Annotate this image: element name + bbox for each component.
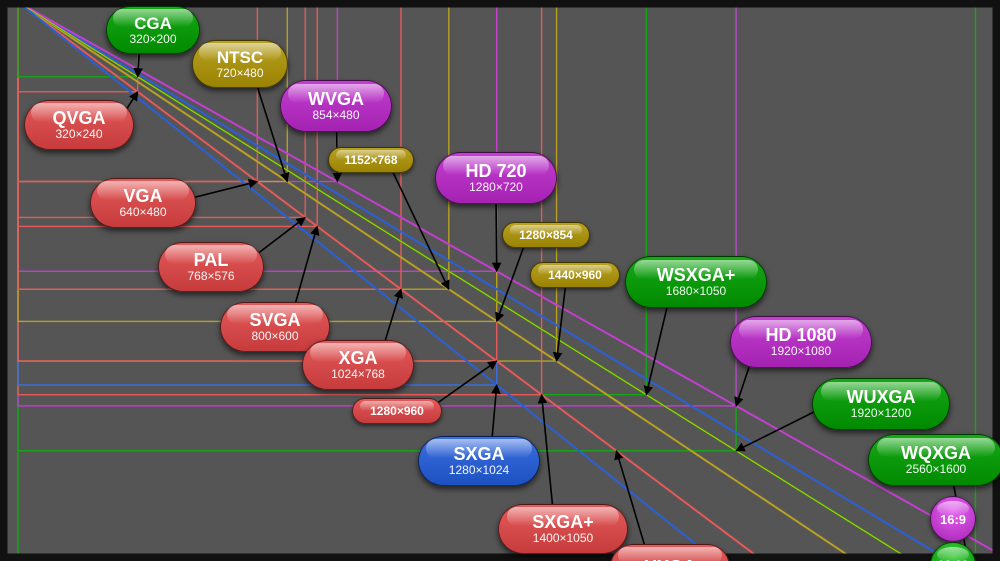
badge-hd1080-res: 1920×1080 <box>771 345 831 358</box>
badge-hd720-name: HD 720 <box>465 162 526 181</box>
badge-uxga: UXGA <box>610 544 730 561</box>
badge-hd1080-name: HD 1080 <box>765 326 836 345</box>
badge-svga-name: SVGA <box>249 311 300 330</box>
badge-xga: XGA1024×768 <box>302 340 414 390</box>
badge-sxga-res: 1280×1024 <box>449 464 509 477</box>
badge-ntsc-res: 720×480 <box>216 67 263 80</box>
badge-qvga-res: 320×240 <box>55 128 102 141</box>
badge-sxga-name: SXGA <box>453 445 504 464</box>
pill-p1440x960: 1440×960 <box>530 262 620 288</box>
badge-vga-res: 640×480 <box>119 206 166 219</box>
badge-svga-res: 800×600 <box>251 330 298 343</box>
badge-pal-res: 768×576 <box>187 270 234 283</box>
badge-pal: PAL768×576 <box>158 242 264 292</box>
pill-p1440x960-label: 1440×960 <box>548 268 602 282</box>
pill-p1280x960: 1280×960 <box>352 398 442 424</box>
pill-p1280x854-label: 1280×854 <box>519 228 573 242</box>
badge-sxga: SXGA1280×1024 <box>418 436 540 486</box>
badge-qvga: QVGA320×240 <box>24 100 134 150</box>
pill-p1280x960-label: 1280×960 <box>370 404 424 418</box>
badge-ntsc: NTSC720×480 <box>192 40 288 88</box>
badge-hd1080: HD 10801920×1080 <box>730 316 872 368</box>
badge-sxgap-res: 1400×1050 <box>533 532 593 545</box>
badge-xga-name: XGA <box>338 349 377 368</box>
badge-wuxga-res: 1920×1200 <box>851 407 911 420</box>
ratio-r169: 16:9 <box>930 496 976 542</box>
badge-wqxga: WQXGA2560×1600 <box>868 434 1000 486</box>
pill-p1152x768: 1152×768 <box>328 147 414 173</box>
resolution-diagram: CGA320×200NTSC720×480QVGA320×240WVGA854×… <box>0 0 1000 561</box>
badge-wvga-name: WVGA <box>308 90 364 109</box>
badge-ntsc-name: NTSC <box>217 49 263 67</box>
badge-qvga-name: QVGA <box>52 109 105 128</box>
badge-wsxgap-res: 1680×1050 <box>666 285 726 298</box>
pill-p1280x854: 1280×854 <box>502 222 590 248</box>
badge-wqxga-res: 2560×1600 <box>906 463 966 476</box>
badge-wsxgap: WSXGA+1680×1050 <box>625 256 767 308</box>
badge-vga: VGA640×480 <box>90 178 196 228</box>
badge-cga-name: CGA <box>134 15 172 33</box>
badge-hd720-res: 1280×720 <box>469 181 523 194</box>
badge-uxga-name: UXGA <box>644 558 696 561</box>
badge-wvga-res: 854×480 <box>312 109 359 122</box>
badge-sxgap-name: SXGA+ <box>532 513 594 532</box>
badge-sxgap: SXGA+1400×1050 <box>498 504 628 554</box>
badge-vga-name: VGA <box>123 187 162 206</box>
ratio-r169-label: 16:9 <box>940 512 966 527</box>
badge-xga-res: 1024×768 <box>331 368 385 381</box>
badge-cga-res: 320×200 <box>129 33 176 46</box>
badge-pal-name: PAL <box>194 251 229 270</box>
badge-wvga: WVGA854×480 <box>280 80 392 132</box>
badge-wqxga-name: WQXGA <box>901 444 971 463</box>
pill-p1152x768-label: 1152×768 <box>344 153 397 167</box>
badge-hd720: HD 7201280×720 <box>435 152 557 204</box>
badge-wuxga: WUXGA1920×1200 <box>812 378 950 430</box>
badge-wsxgap-name: WSXGA+ <box>657 266 736 285</box>
badge-wuxga-name: WUXGA <box>847 388 916 407</box>
badge-cga: CGA320×200 <box>106 6 200 54</box>
